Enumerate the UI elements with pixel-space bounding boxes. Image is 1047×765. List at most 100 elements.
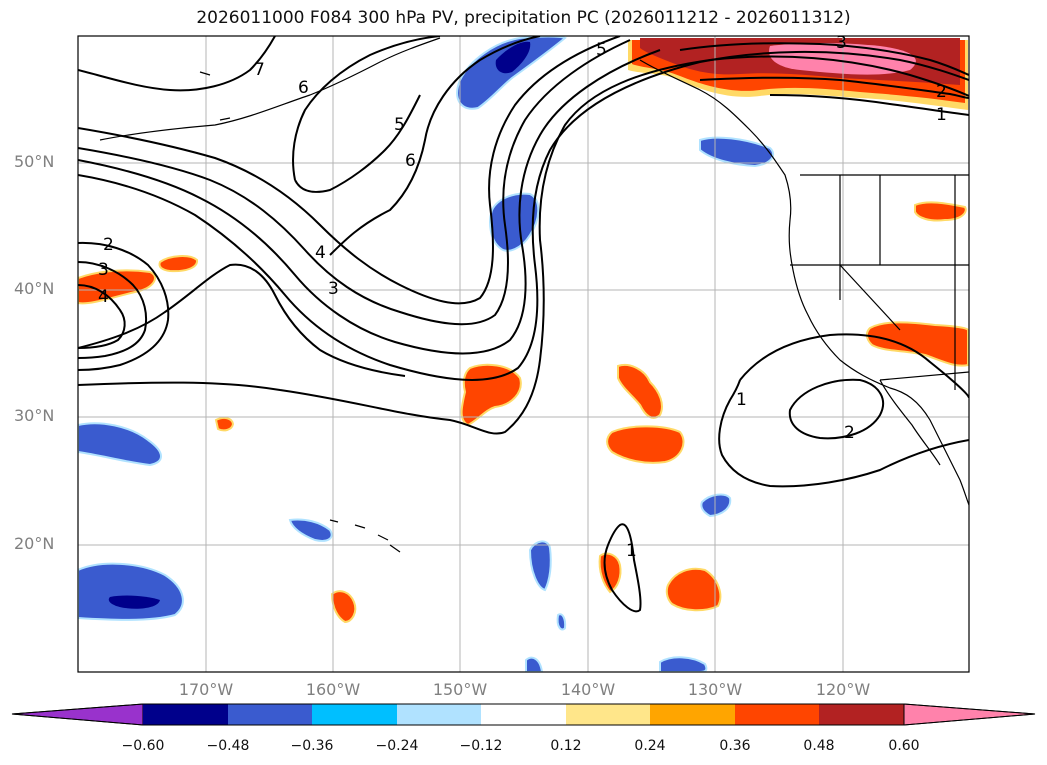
precip-blob-168w29 xyxy=(214,416,235,432)
pv-contours xyxy=(78,36,969,613)
pv-contour-6b xyxy=(329,36,541,256)
contour-label: 4 xyxy=(315,243,326,263)
precip-blob-w40 xyxy=(78,269,156,305)
map-title: 2026011000 F084 300 hPa PV, precipitatio… xyxy=(196,8,851,28)
colorbar-segment xyxy=(650,704,735,725)
lat-label-30n: 30°N xyxy=(14,406,55,425)
pv-contour-1-left xyxy=(78,263,406,377)
lon-label-150w: 150°W xyxy=(432,680,488,699)
contour-label: 4 xyxy=(98,287,109,307)
contour-label: 5 xyxy=(394,115,405,135)
coast-alaska-panhandle xyxy=(639,59,792,221)
contour-label: 6 xyxy=(405,151,416,171)
pv-contour-1 xyxy=(78,55,969,435)
precip-blob-180w15-dark xyxy=(108,595,160,609)
pv-contour-3-left xyxy=(78,261,148,359)
colorbar-segment xyxy=(735,704,819,725)
colorbar-segment xyxy=(397,704,481,725)
pv-contour-2-left xyxy=(78,241,170,371)
precip-blob-113w46 xyxy=(914,201,967,222)
precip-blob-143w19 xyxy=(528,540,552,592)
precip-blob-115w37 xyxy=(865,321,969,367)
contour-label: 2 xyxy=(844,423,855,443)
colorbar-tick: 0.48 xyxy=(803,738,835,754)
contour-label: 1 xyxy=(626,541,637,561)
precip-blob-129w23 xyxy=(700,493,732,518)
colorbar-tick: −0.24 xyxy=(375,738,419,754)
lat-label-40n: 40°N xyxy=(14,279,55,298)
pv-contour-2 xyxy=(78,50,969,381)
contour-label: 5 xyxy=(596,40,607,60)
precip-blob-144w10 xyxy=(525,656,544,672)
colorbar-tick: −0.12 xyxy=(459,738,503,754)
colorbar-segment xyxy=(228,704,312,725)
colorbar-arrow-left xyxy=(11,703,144,726)
precip-blob-162w21 xyxy=(288,518,333,542)
border-states xyxy=(790,175,969,390)
contour-label: 3 xyxy=(98,260,109,280)
precip-blob-150w57 xyxy=(456,36,567,110)
coastlines xyxy=(99,37,969,553)
coast-west-us xyxy=(788,219,969,506)
coast-alaska xyxy=(99,37,441,141)
contour-label: 7 xyxy=(254,60,265,80)
colorbar-tick: 0.60 xyxy=(888,738,920,754)
lon-label-120w: 120°W xyxy=(815,680,871,699)
colorbar-segment xyxy=(312,704,397,725)
colorbar-segment xyxy=(143,704,228,725)
lon-label-160w: 160°W xyxy=(305,680,361,699)
precip-negative-areas xyxy=(78,36,775,672)
precip-blob-143w14 xyxy=(556,613,567,631)
precip-blob-127w51 xyxy=(699,136,775,168)
precip-blob-135w28 xyxy=(606,425,685,464)
colorbar-tick: −0.48 xyxy=(206,738,250,754)
contour-label: 6 xyxy=(298,78,309,98)
precip-blob-135w34 xyxy=(617,364,663,419)
lat-lon-grid xyxy=(78,36,969,672)
pv-contour-1-south xyxy=(603,523,642,613)
colorbar-segment xyxy=(566,704,650,725)
coast-ak-island xyxy=(199,71,231,121)
coast-baja xyxy=(879,379,941,466)
colorbar-outline xyxy=(11,703,1036,726)
contour-label: 1 xyxy=(936,105,947,125)
pv-contour-alaska-3 xyxy=(679,42,969,76)
map-frame xyxy=(77,35,970,673)
lon-label-130w: 130°W xyxy=(687,680,743,699)
coast-hawaii xyxy=(329,519,401,553)
colorbar-tick: 0.12 xyxy=(550,738,582,754)
contour-label: 3 xyxy=(328,279,339,299)
border-nevada xyxy=(839,264,901,331)
contour-label: 3 xyxy=(836,33,847,53)
pv-contour-1-east xyxy=(718,333,969,488)
border-us-mexico xyxy=(879,371,969,381)
colorbar-tick: 0.24 xyxy=(634,738,666,754)
precip-blob-131w17 xyxy=(665,567,722,612)
precip-blob-158w15 xyxy=(330,590,357,624)
pv-contour-4-left xyxy=(78,284,126,349)
lat-label-20n: 20°N xyxy=(14,534,55,553)
colorbar-segment xyxy=(819,704,904,725)
precip-blob-180w15 xyxy=(78,562,184,621)
pv-contour-5b xyxy=(294,94,421,193)
pv-contour-2-east xyxy=(788,378,885,440)
lon-label-140w: 140°W xyxy=(560,680,616,699)
contour-labels: 7 6 6 5 5 4 3 3 2 2 2 1 1 1 3 4 xyxy=(98,33,947,561)
colorbar-segment xyxy=(481,704,566,725)
contour-label: 2 xyxy=(103,235,114,255)
pv-contour-5 xyxy=(78,36,621,305)
colorbar-tick: 0.36 xyxy=(719,738,751,754)
pv-contour-6 xyxy=(292,36,441,181)
contour-label: 2 xyxy=(936,82,947,102)
pv-contour-4 xyxy=(78,39,631,326)
contour-label: 1 xyxy=(736,390,747,410)
pv-contour-7 xyxy=(78,36,276,92)
colorbar-tick: −0.60 xyxy=(121,738,165,754)
pv-contour-3 xyxy=(78,49,661,355)
pv-contour-alaska-2 xyxy=(699,76,969,99)
precip-blob-180w29 xyxy=(78,422,162,467)
pv-contour-alaska-1 xyxy=(769,94,969,116)
precip-blob-150w57-dark xyxy=(495,41,531,74)
lat-label-50n: 50°N xyxy=(14,152,55,171)
